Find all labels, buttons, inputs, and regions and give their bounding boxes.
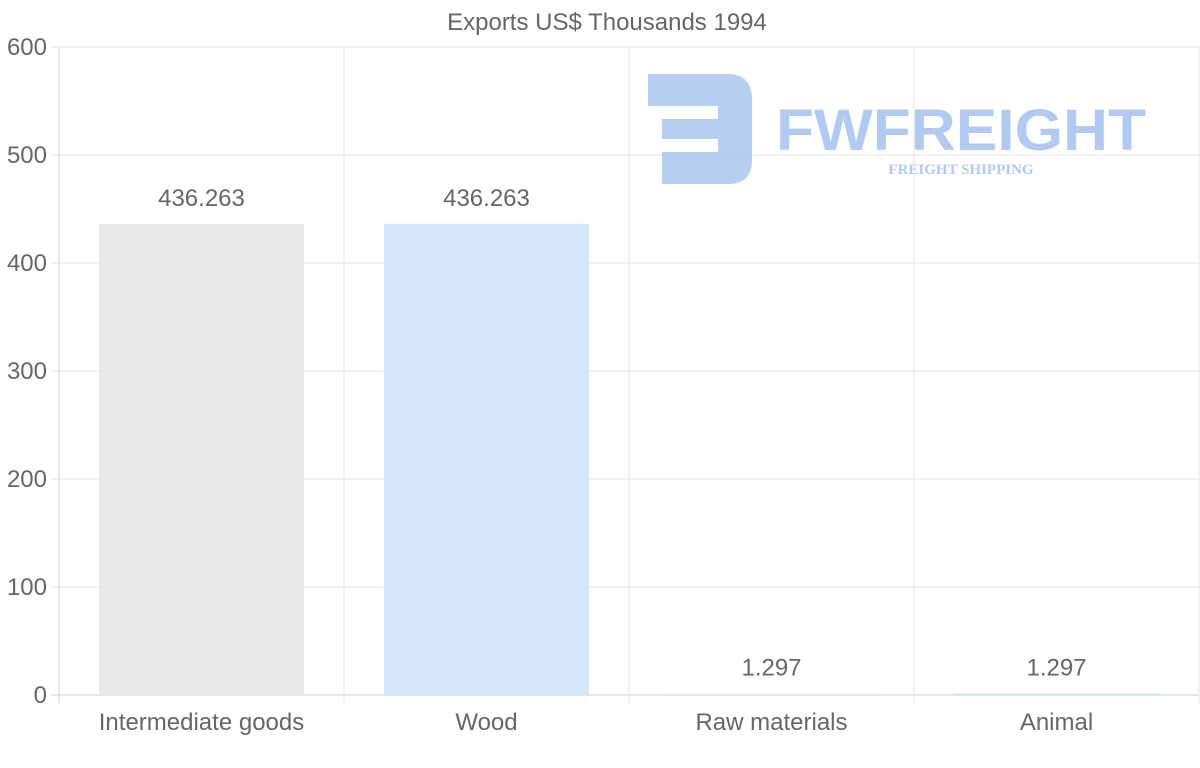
- x-tick-label: Raw materials: [695, 709, 847, 736]
- chart-title: Exports US$ Thousands 1994: [447, 9, 767, 36]
- y-tick-label: 0: [34, 682, 47, 709]
- data-label: 1.297: [1026, 655, 1086, 682]
- bar: [384, 223, 589, 696]
- bar: [669, 693, 874, 695]
- y-tick-label: 100: [7, 574, 47, 601]
- y-tick-label: 500: [7, 142, 47, 169]
- data-label: 436.263: [158, 185, 245, 212]
- watermark-tagline: FREIGHT SHIPPING: [888, 162, 1033, 178]
- data-label: 1.297: [741, 655, 801, 682]
- y-tick-label: 400: [7, 250, 47, 277]
- watermark-brand: FWFREIGHT: [776, 98, 1146, 163]
- y-tick-label: 200: [7, 466, 47, 493]
- data-labels: 436.263 436.263 1.297 1.297: [158, 185, 1086, 682]
- y-tick-label: 600: [7, 34, 47, 61]
- logo-mark-icon: [648, 74, 752, 184]
- x-tick-label: Animal: [1020, 709, 1093, 736]
- watermark: FWFREIGHT FREIGHT SHIPPING: [648, 74, 1146, 184]
- bar: [954, 693, 1159, 695]
- x-axis-labels: Intermediate goods Wood Raw materials Anima…: [99, 709, 1093, 736]
- y-tick-label: 300: [7, 358, 47, 385]
- y-axis-labels: 0 100 200 300 400 500 600: [7, 34, 47, 709]
- bar: [99, 223, 304, 696]
- x-tick-label: Wood: [455, 709, 517, 736]
- x-tick-label: Intermediate goods: [99, 709, 304, 736]
- data-label: 436.263: [443, 185, 530, 212]
- bars: [99, 223, 1159, 696]
